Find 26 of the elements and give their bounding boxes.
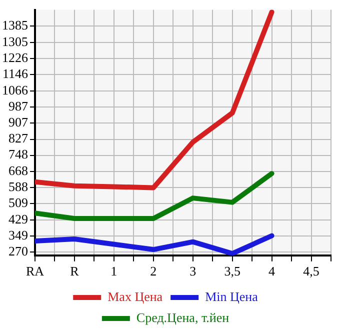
y-tick-label: 509 (8, 195, 28, 210)
x-tick-label: 2 (150, 264, 157, 279)
legend-label: Min Цена (205, 288, 258, 304)
x-tick-label: 3,5 (224, 264, 240, 279)
y-tick-label: 1385 (2, 18, 28, 33)
y-tick-label: 987 (8, 98, 28, 114)
y-tick-label: 907 (8, 114, 28, 130)
y-tick-label: 1146 (2, 66, 28, 82)
x-tick-label: 1 (110, 264, 118, 279)
y-tick-label: 827 (8, 130, 28, 146)
y-tick-label: 1066 (2, 82, 28, 98)
y-tick-label: 349 (8, 228, 28, 243)
y-tick-label: 270 (8, 244, 28, 259)
y-tick-label: 748 (8, 146, 28, 162)
x-tick-label: R (70, 264, 80, 279)
x-tick-label: 3 (190, 264, 196, 279)
y-tick-label: 588 (8, 179, 28, 194)
y-tick-label: 668 (8, 162, 28, 178)
x-tick-label: 4,5 (303, 264, 320, 279)
legend-label: Сред.Цена, т.йен (136, 310, 230, 325)
y-tick-label: 429 (8, 211, 28, 226)
x-tick-label: 4 (268, 264, 276, 279)
y-tick-label: 1305 (2, 34, 28, 49)
x-tick-label: RA (26, 264, 45, 279)
y-tick-label: 1226 (2, 50, 28, 65)
legend-label: Max Цена (108, 288, 163, 304)
